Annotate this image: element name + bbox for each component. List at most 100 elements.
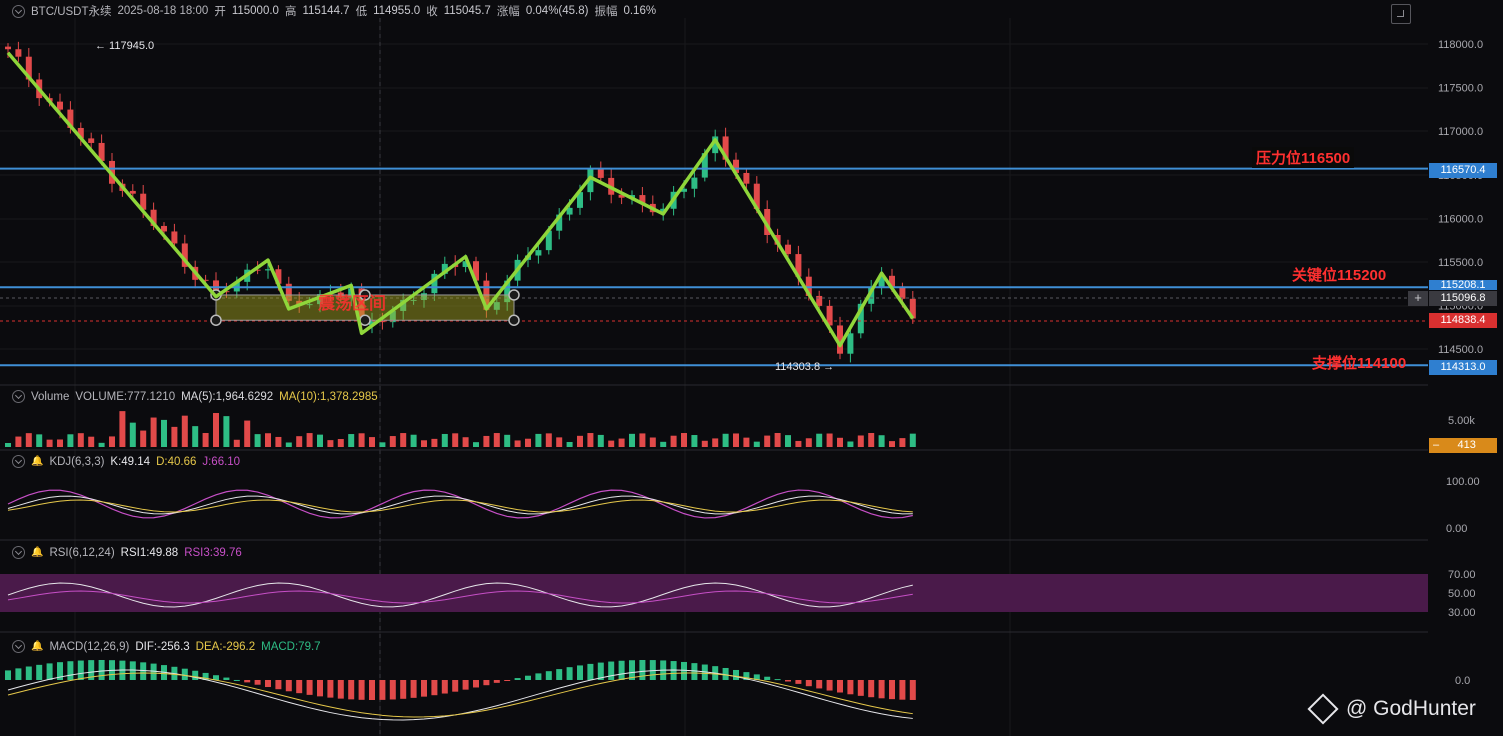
volume-bar bbox=[483, 435, 490, 447]
collapse-icon[interactable] bbox=[12, 390, 25, 403]
candle-body bbox=[421, 293, 427, 300]
current-price-tag: 115096.8 bbox=[1429, 291, 1497, 306]
macd-bar bbox=[805, 680, 812, 687]
change-value: 0.04%(45.8) bbox=[525, 5, 589, 17]
volume-bar bbox=[473, 442, 479, 447]
macd-bar bbox=[837, 680, 843, 693]
macd-bar bbox=[816, 680, 823, 689]
macd-bar bbox=[213, 675, 219, 680]
volume-bar bbox=[67, 434, 74, 447]
macd-bar bbox=[150, 663, 157, 680]
candle-body bbox=[213, 280, 219, 292]
candle-body bbox=[254, 269, 261, 271]
symbol-name[interactable]: BTC/USDT永续 bbox=[31, 6, 112, 18]
low-label: 低 bbox=[355, 6, 368, 18]
volume-bar bbox=[681, 433, 687, 447]
bell-icon[interactable]: 🔔 bbox=[31, 641, 44, 652]
last-price-tag: 114838.4 bbox=[1429, 313, 1497, 328]
volume-bar bbox=[119, 411, 126, 447]
candle-body bbox=[691, 177, 698, 189]
change-label: 涨幅 bbox=[496, 6, 520, 18]
candle-body bbox=[504, 280, 511, 303]
macd-bar bbox=[46, 663, 53, 680]
macd-bar bbox=[889, 680, 895, 700]
volume-bar bbox=[254, 434, 261, 447]
box-handle bbox=[359, 314, 371, 326]
collapse-icon[interactable] bbox=[12, 640, 25, 653]
volume-bar bbox=[691, 435, 698, 447]
candle-body bbox=[88, 138, 95, 143]
candle-body bbox=[556, 214, 563, 231]
candle-body bbox=[743, 172, 750, 184]
volume-bar bbox=[441, 433, 448, 447]
volume-bar bbox=[129, 422, 136, 447]
candle-body bbox=[431, 273, 438, 294]
volume-bar bbox=[795, 440, 802, 447]
bell-icon[interactable]: 🔔 bbox=[31, 456, 44, 467]
bell-icon[interactable]: 🔔 bbox=[31, 547, 44, 558]
rsi1-value: RSI1:49.88 bbox=[120, 546, 179, 559]
macd-bar bbox=[795, 680, 802, 684]
volume-bar bbox=[514, 440, 521, 447]
volume-bar bbox=[296, 436, 303, 447]
candle-body bbox=[400, 299, 407, 311]
macd-bar bbox=[296, 680, 303, 694]
candle-body bbox=[410, 299, 417, 301]
volume-bar bbox=[452, 433, 459, 447]
macd-bar bbox=[608, 661, 615, 680]
volume-bar bbox=[57, 439, 63, 447]
bar-datetime: 2025-08-18 18:00 bbox=[117, 5, 209, 17]
grid-lines bbox=[0, 18, 1428, 736]
volume-ma10: MA(10):1,378.2985 bbox=[279, 390, 378, 403]
macd-bar bbox=[244, 680, 251, 683]
volume-bar bbox=[566, 441, 573, 447]
fullscreen-icon[interactable] bbox=[1391, 4, 1411, 24]
volume-bar bbox=[317, 434, 323, 447]
volume-bar bbox=[389, 436, 396, 447]
candle-body bbox=[878, 275, 885, 287]
macd-bar bbox=[483, 680, 490, 686]
volume-bar bbox=[493, 433, 500, 447]
volume-tag: – 413 bbox=[1429, 438, 1497, 453]
rsi-tick: 70.00 bbox=[1448, 569, 1476, 581]
volume-bar bbox=[764, 435, 771, 447]
volume-bar bbox=[25, 433, 32, 447]
kdj-k: K:49.14 bbox=[110, 455, 151, 468]
collapse-icon[interactable] bbox=[12, 4, 25, 18]
macd-bar bbox=[5, 670, 11, 680]
volume-bar bbox=[109, 436, 115, 447]
add-crosshair-button[interactable]: + bbox=[1408, 291, 1428, 306]
volume-bar bbox=[150, 417, 157, 447]
macd-bar bbox=[275, 680, 282, 690]
candle-body bbox=[826, 305, 833, 326]
price-tick: 114500.0 bbox=[1438, 344, 1483, 356]
volume-bar bbox=[805, 438, 812, 447]
candle-body bbox=[493, 302, 500, 310]
macd-tick: 0.0 bbox=[1455, 675, 1470, 687]
candle-body bbox=[98, 142, 105, 161]
candle-body bbox=[462, 261, 469, 267]
macd-bar bbox=[15, 668, 22, 680]
volume-bar bbox=[535, 433, 542, 447]
volume-bar bbox=[889, 441, 895, 447]
collapse-icon[interactable] bbox=[12, 546, 25, 559]
kdj-title: KDJ(6,3,3) bbox=[49, 455, 105, 468]
close-value: 115045.7 bbox=[443, 5, 491, 17]
candle-body bbox=[285, 283, 292, 301]
candle-body bbox=[764, 209, 771, 236]
macd-bar bbox=[473, 680, 479, 688]
volume-bar bbox=[660, 441, 667, 447]
candle-body bbox=[379, 321, 386, 323]
macd-bar bbox=[88, 660, 95, 680]
collapse-icon[interactable] bbox=[12, 455, 25, 468]
candle-body bbox=[296, 300, 303, 305]
binance-logo-icon bbox=[1307, 693, 1339, 725]
kdj-d-line bbox=[7, 499, 913, 513]
volume-bar bbox=[181, 415, 188, 447]
rsi-lines bbox=[7, 582, 913, 608]
key-price-tag: 115208.1 bbox=[1429, 280, 1497, 290]
macd-bar bbox=[785, 680, 791, 682]
macd-bar bbox=[400, 680, 407, 699]
macd-bar bbox=[462, 680, 469, 690]
